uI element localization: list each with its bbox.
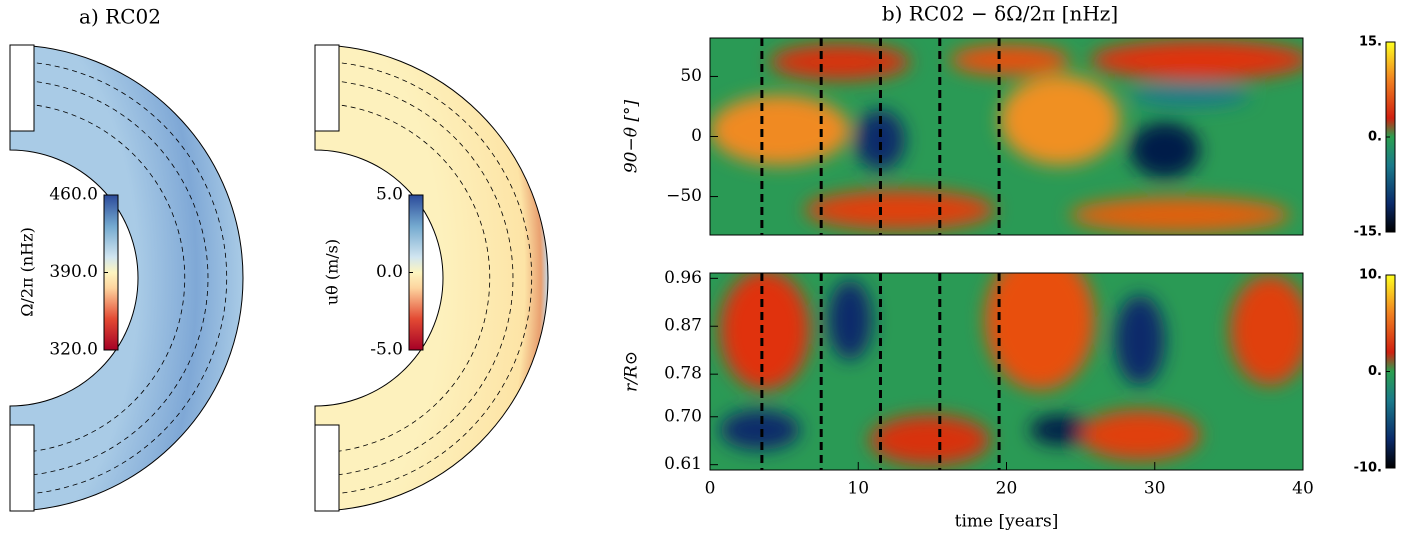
contour	[314, 79, 514, 477]
colorbar-tick-label: 10.	[1359, 268, 1382, 283]
y-tick-label: 0.96	[664, 268, 702, 288]
tangent-cylinder	[314, 424, 340, 512]
meridional-slice	[9, 44, 244, 512]
colorbar-tick-label: 0.	[1368, 364, 1382, 379]
colorbar-tick-label: 15.	[1359, 35, 1382, 50]
colorbar-tick-label: -15.	[1354, 225, 1382, 240]
heatmap-texture	[710, 273, 1303, 470]
colorbar-tick-label: 460.0	[49, 185, 98, 205]
contour	[314, 102, 491, 454]
colorbar-tick-label: 320.0	[49, 340, 98, 360]
y-tick-label: 50	[680, 66, 702, 86]
y-axis-label: 90−θ [°]	[622, 99, 642, 173]
heatmap-texture	[710, 38, 1303, 235]
y-tick-label: 0.78	[664, 364, 702, 384]
contour	[9, 102, 186, 454]
panel-title: b) RC02 − δΩ/2π [nHz]	[882, 2, 1118, 26]
colorbar-label: Ω/2π (nHz)	[18, 227, 37, 317]
y-tick-label: 0.70	[664, 406, 702, 426]
y-tick-label: −50	[666, 186, 702, 206]
x-tick-label: 40	[1292, 479, 1314, 499]
x-tick-label: 20	[996, 479, 1018, 499]
colorbar-tick-label: 5.0	[376, 185, 403, 205]
meridional-slice	[314, 44, 549, 512]
colorbar-tick-label: -10.	[1354, 461, 1382, 476]
y-tick-label: 0	[691, 126, 702, 146]
colorbar-tick-label: 0.	[1368, 130, 1382, 145]
tangent-cylinder	[9, 424, 35, 512]
colorbar-label: uθ (m/s)	[323, 239, 342, 305]
colorbar-tick-label: 390.0	[49, 262, 98, 282]
x-tick-label: 10	[847, 479, 869, 499]
y-tick-label: 0.87	[664, 316, 702, 336]
colorbar-tick-label: 0.0	[376, 262, 403, 282]
colorbar-tick-label: -5.0	[370, 340, 403, 360]
contour	[9, 79, 209, 477]
x-axis-label: time [years]	[955, 512, 1059, 532]
y-tick-label: 0.61	[664, 454, 702, 474]
panel-title: a) RC02	[79, 5, 161, 29]
tangent-cylinder	[314, 44, 340, 132]
y-axis-label: r/R⊙	[622, 351, 642, 392]
x-tick-label: 0	[705, 479, 716, 499]
x-tick-label: 30	[1144, 479, 1166, 499]
tangent-cylinder	[9, 44, 35, 132]
